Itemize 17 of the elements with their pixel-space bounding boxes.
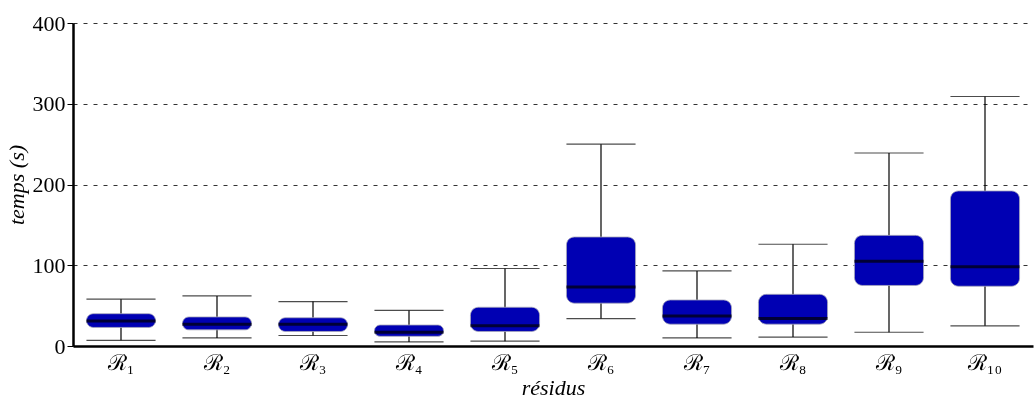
x-tick-label: ℛ₁₀: [966, 349, 1003, 375]
x-axis-title: résidus: [521, 374, 586, 400]
x-tick-label: ℛ₆: [586, 349, 615, 375]
x-tick-label: ℛ₉: [874, 349, 903, 375]
y-tick-label: 0: [54, 333, 66, 359]
y-tick-label: 100: [32, 252, 66, 278]
x-tick-label: ℛ₁: [106, 349, 135, 375]
x-tick-label: ℛ₈: [778, 349, 807, 375]
x-tick-label: ℛ₂: [202, 349, 231, 375]
x-tick-label: ℛ₃: [298, 349, 327, 375]
y-tick-label: 200: [32, 172, 66, 197]
y-tick-label: 400: [32, 10, 66, 36]
x-tick-label: ℛ₅: [490, 349, 519, 375]
y-axis-title: temps (s): [3, 144, 29, 226]
x-tick-label: ℛ₄: [394, 349, 423, 375]
y-tick-label: 300: [32, 91, 66, 117]
x-tick-label: ℛ₇: [682, 349, 711, 375]
